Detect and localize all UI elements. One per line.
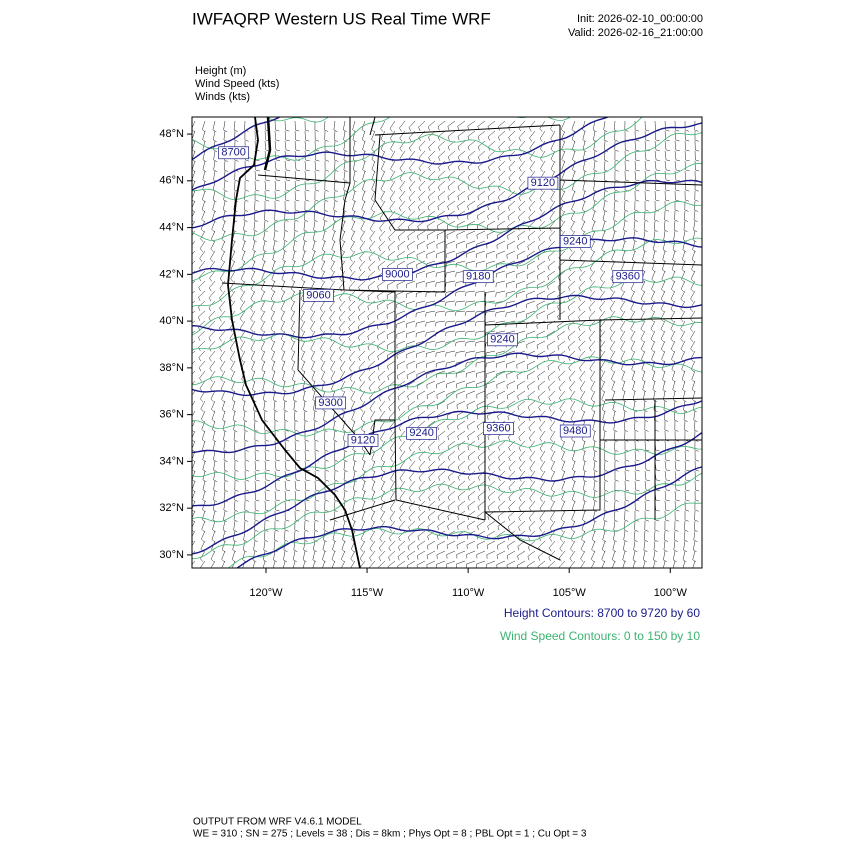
y-tick-label: 40°N xyxy=(159,315,184,327)
wind-contour xyxy=(192,162,702,282)
label-box xyxy=(487,333,518,347)
label-box xyxy=(218,146,249,160)
wind-contour xyxy=(192,316,702,394)
field-label: Wind Speed (kts) xyxy=(195,78,279,90)
contour-label: 9120 xyxy=(351,434,375,446)
contour-label: 9000 xyxy=(385,268,409,280)
wind-contour xyxy=(192,200,702,308)
contour-labels: 8700 9120 9240 9360 9000 9060 9180 9240 9300 9120… xyxy=(218,146,644,447)
y-tick-label: 34°N xyxy=(159,455,184,467)
contour-label: 9300 xyxy=(318,397,342,409)
contour-label: 9360 xyxy=(486,423,510,435)
contours xyxy=(192,117,702,568)
contour-label: 9180 xyxy=(466,271,490,283)
x-tick-label: 100°W xyxy=(654,587,688,599)
y-tick-label: 42°N xyxy=(159,268,184,280)
wind-contour xyxy=(266,117,330,123)
init-time: Init: 2026-02-10_00:00:00 xyxy=(577,13,703,25)
label-box xyxy=(462,270,494,284)
y-tick-label: 44°N xyxy=(159,221,184,233)
y-tick-label: 38°N xyxy=(159,362,184,374)
wind-barbs xyxy=(192,120,700,568)
label-box xyxy=(303,289,334,302)
wind-contour xyxy=(192,117,643,201)
wind-contour xyxy=(227,502,702,568)
field-label: Height (m) xyxy=(195,65,246,77)
state-borders xyxy=(221,117,702,561)
label-box xyxy=(559,424,591,438)
field-label: Winds (kts) xyxy=(195,91,250,103)
y-tick-label: 36°N xyxy=(159,409,184,421)
contour-label: 9480 xyxy=(563,425,587,437)
height-contour xyxy=(192,117,282,161)
contour-label: 9240 xyxy=(490,334,514,346)
label-box xyxy=(483,422,514,436)
label-box xyxy=(527,176,559,190)
wind-contour xyxy=(192,398,702,480)
y-tick-label: 48°N xyxy=(159,128,184,140)
label-box xyxy=(382,267,413,281)
height-contour xyxy=(192,400,702,507)
wind-contour xyxy=(192,440,702,523)
x-tick-label: 105°W xyxy=(553,587,587,599)
contour-label: 9120 xyxy=(531,177,555,189)
map-area: 8700 9120 9240 9360 9000 9060 9180 9240 9300 9120… xyxy=(192,117,702,568)
contour-label: 9240 xyxy=(409,427,433,439)
contour-label: 9060 xyxy=(306,289,330,301)
contour-label: 9360 xyxy=(616,271,640,283)
height-contour xyxy=(192,237,702,339)
valid-time: Valid: 2026-02-16_21:00:00 xyxy=(568,27,703,39)
label-box xyxy=(612,270,644,284)
wind-contour xyxy=(192,472,702,559)
height-contour xyxy=(192,352,702,454)
label-box xyxy=(315,396,347,410)
footer: WE = 310 ; SN = 275 ; Levels = 38 ; Dis … xyxy=(193,829,587,840)
height-contour xyxy=(236,466,702,568)
contour-label: 8700 xyxy=(221,147,245,159)
height-legend: Height Contours: 8700 to 9720 by 60 xyxy=(504,606,700,620)
label-box xyxy=(406,426,437,440)
coastline xyxy=(227,117,361,568)
height-contour xyxy=(192,179,702,281)
footer: OUTPUT FROM WRF V4.6.1 MODEL xyxy=(193,817,362,828)
x-tick-label: 120°W xyxy=(249,587,283,599)
y-tick-label: 30°N xyxy=(159,549,184,561)
map-frame xyxy=(191,116,703,569)
coastline xyxy=(263,117,272,171)
y-tick-label: 46°N xyxy=(159,175,184,187)
axes: 120°W 115°W 110°W 105°W 100°W 30°N 32°N 34°N 36°… xyxy=(159,128,687,599)
height-contour xyxy=(192,117,610,191)
y-tick-label: 32°N xyxy=(159,502,184,514)
wind-contour xyxy=(192,356,702,437)
height-contour xyxy=(192,122,702,229)
label-box xyxy=(559,235,591,248)
x-tick-label: 115°W xyxy=(351,587,384,599)
barbs xyxy=(192,120,700,568)
x-tick-label: 110°W xyxy=(452,587,485,599)
height-contour xyxy=(192,294,702,397)
title: IWFAQRP Western US Real Time WRF xyxy=(192,9,491,28)
wind-contour xyxy=(192,117,572,161)
label-box xyxy=(347,433,379,447)
wind-contour xyxy=(192,237,702,336)
wind-legend: Wind Speed Contours: 0 to 150 by 10 xyxy=(500,629,700,643)
contour-label: 9240 xyxy=(563,236,587,248)
height-contour xyxy=(192,431,702,555)
wind-contour xyxy=(192,131,702,241)
